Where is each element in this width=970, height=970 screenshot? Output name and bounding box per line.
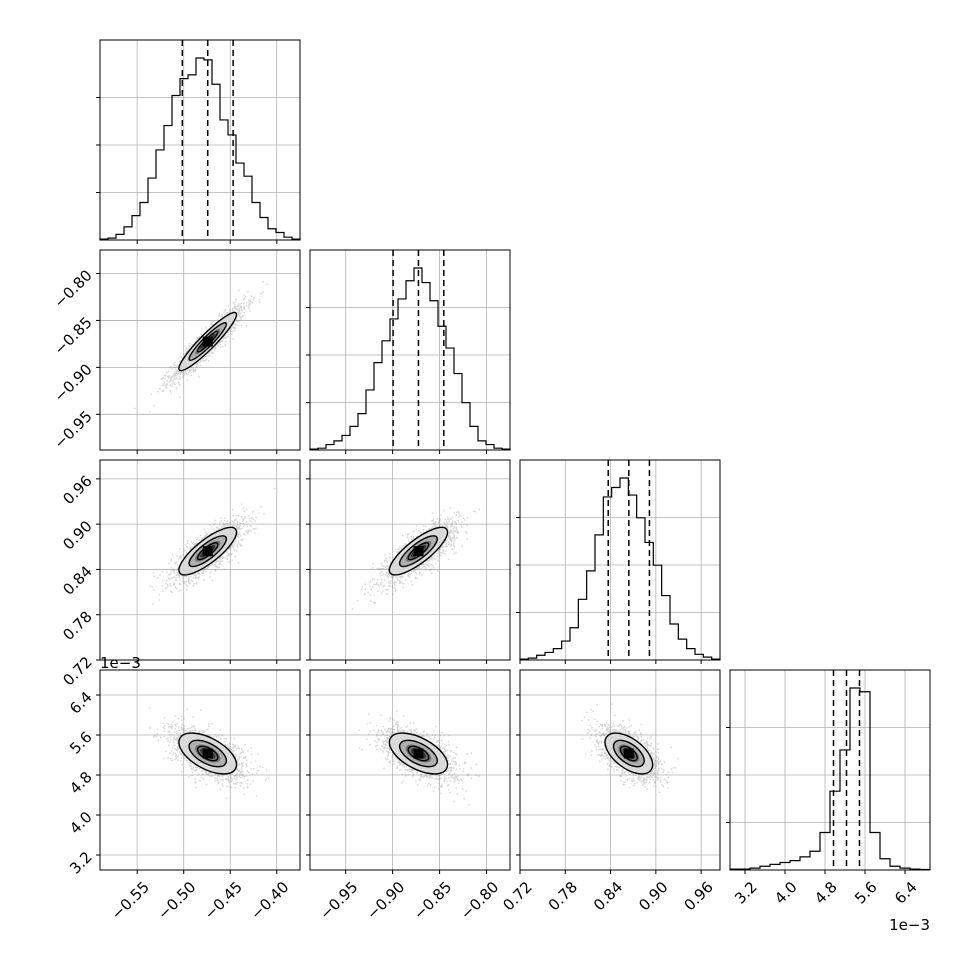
contour-line: [398, 535, 438, 568]
y-tick-label: −0.90: [50, 360, 95, 405]
x-offset-label: 1e−3: [889, 916, 930, 934]
x-tick-label: −0.80: [457, 878, 502, 923]
scatter-panel-3-1: [309, 669, 511, 871]
contour-line: [188, 739, 228, 768]
axes-frame: [99, 669, 301, 871]
y-tick-label: 0.96: [59, 472, 95, 508]
axes-frame: [309, 459, 511, 661]
y-tick-label: −0.85: [50, 313, 95, 358]
contour-line: [178, 732, 238, 775]
density-peak: [623, 748, 634, 759]
x-tick-label: 0.96: [681, 878, 717, 914]
contour-line: [388, 526, 449, 576]
scatter-panel-3-2: [519, 669, 721, 871]
contour-line: [178, 526, 238, 576]
x-tick-label: 4.8: [811, 878, 841, 908]
y-tick-label: 0.90: [59, 517, 95, 553]
scatter-panel-2-0: [99, 459, 301, 661]
histogram-1: [309, 267, 511, 450]
axes-frame: [729, 669, 931, 871]
contour-line: [388, 732, 449, 775]
density-peak: [413, 546, 424, 557]
x-tick-label: 5.6: [851, 878, 881, 908]
hist-panel-0: [96, 39, 301, 241]
x-tick-label: 0.72: [499, 878, 535, 914]
x-tick-label: 3.2: [731, 878, 761, 908]
density-peak: [202, 336, 213, 347]
axes-frame: [309, 669, 511, 871]
scatter-panel-2-1: [309, 459, 511, 661]
x-tick-label: −0.50: [154, 878, 199, 923]
x-tick-label: −0.45: [201, 878, 246, 923]
contour-line: [612, 739, 645, 768]
x-tick-label: −0.55: [108, 878, 153, 923]
y-tick-label: 4.8: [66, 768, 96, 798]
x-tick-label: 0.78: [545, 878, 581, 914]
density-peak: [202, 546, 213, 557]
contour-line: [604, 732, 654, 775]
scatter-panel-1-0: [99, 249, 301, 451]
y-tick-label: 0.72: [59, 653, 95, 689]
contour-line: [178, 311, 238, 372]
y-tick-label: 4.0: [66, 808, 96, 838]
hist-panel-3: [726, 669, 931, 871]
x-tick-label: −0.85: [410, 878, 455, 923]
y-tick-label: 3.2: [66, 848, 96, 878]
y-tick-label: −0.95: [50, 407, 95, 452]
histogram-3: [729, 687, 931, 871]
y-tick-label: −0.80: [50, 266, 95, 311]
x-tick-label: 6.4: [891, 878, 921, 908]
axes-frame: [99, 39, 301, 241]
x-tick-label: 4.0: [771, 878, 801, 908]
axes-frame: [99, 249, 301, 451]
y-tick-label: 5.6: [66, 728, 96, 758]
histogram-2: [519, 477, 721, 660]
x-tick-label: −0.95: [316, 878, 361, 923]
y-tick-label: 0.84: [59, 562, 95, 598]
x-tick-label: −0.90: [363, 878, 408, 923]
contour-line: [188, 535, 228, 568]
hist-panel-2: [516, 459, 721, 661]
scatter-panel-3-0: [99, 669, 301, 871]
x-tick-label: 0.84: [590, 878, 626, 914]
hist-panel-1: [306, 249, 511, 451]
histogram-0: [99, 57, 301, 240]
y-tick-label: 6.4: [66, 688, 96, 718]
density-peak: [202, 748, 213, 759]
contour-line: [398, 739, 438, 768]
x-tick-label: 0.90: [635, 878, 671, 914]
y-tick-label: 0.78: [59, 608, 95, 644]
density-peak: [413, 748, 424, 759]
y-offset-label: 1e−3: [100, 654, 141, 672]
x-tick-label: −0.40: [247, 878, 292, 923]
axes-frame: [99, 459, 301, 661]
axes-frame: [519, 669, 721, 871]
axes-frame: [519, 459, 721, 661]
axes-frame: [309, 249, 511, 451]
